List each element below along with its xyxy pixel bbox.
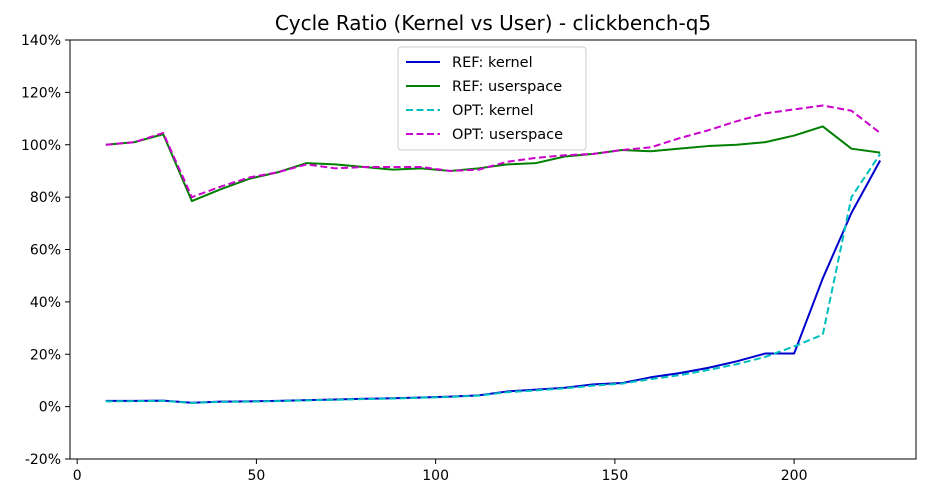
x-tick-label: 100	[422, 468, 449, 484]
legend-box	[397, 46, 587, 151]
x-tick-label: 50	[247, 468, 265, 484]
y-tick-label: 140%	[21, 33, 61, 49]
series-line-3	[105, 104, 881, 199]
y-tick-label: 100%	[21, 138, 61, 154]
y-tick-label: 40%	[30, 295, 61, 311]
legend-label-3: OPT: userspace	[452, 127, 563, 143]
axes: 0 50 100 150 200 -20% 0% 20% 40% 60% 80% 100% 120% 14…	[21, 33, 917, 484]
y-tick-label: -20%	[25, 452, 61, 468]
plot-area	[105, 104, 882, 404]
y-tick-label: 0%	[39, 400, 61, 416]
y-tick-label: 80%	[30, 190, 61, 206]
x-tick-label: 0	[73, 468, 82, 484]
x-tick-label: 150	[602, 468, 629, 484]
chart-title: Cycle Ratio (Kernel vs User) - clickbenc…	[275, 11, 711, 35]
legend: REF: kernel REF: userspace OPT: kernel OPT:…	[397, 46, 587, 151]
series-line-2	[105, 153, 881, 404]
y-tick-label: 60%	[30, 243, 61, 259]
x-tick-label: 200	[781, 468, 808, 484]
y-tick-label: 120%	[21, 85, 61, 101]
series-line-0	[105, 159, 882, 404]
legend-label-0: REF: kernel	[452, 55, 533, 71]
y-tick-label: 20%	[30, 347, 61, 363]
legend-label-1: REF: userspace	[452, 79, 562, 95]
legend-label-2: OPT: kernel	[452, 103, 534, 119]
